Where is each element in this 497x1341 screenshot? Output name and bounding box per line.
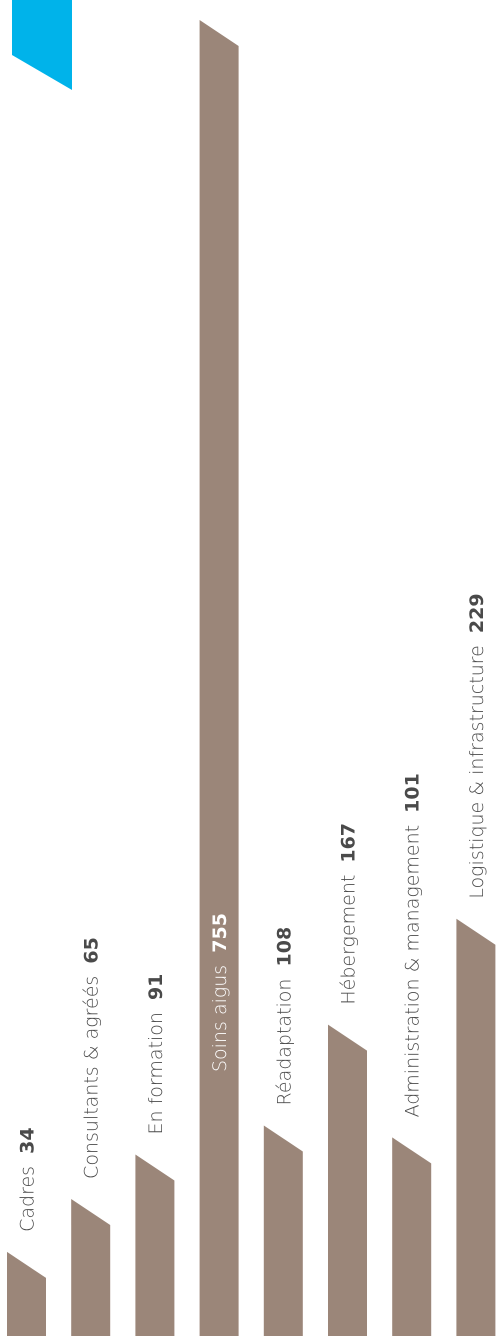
bar-8	[456, 918, 496, 1336]
bar-label-3: En formation 91	[145, 974, 167, 1135]
category-label: Logistique & infrastructure	[466, 639, 488, 899]
category-label: Cadres	[17, 1160, 39, 1232]
bar-6	[328, 1024, 367, 1336]
bar-4	[199, 20, 239, 1336]
bars-group	[7, 20, 496, 1336]
bar-1	[7, 1251, 46, 1336]
bar-label-8: Logistique & infrastructure 229	[466, 593, 488, 898]
value-label: 101	[402, 773, 424, 813]
value-label: 34	[17, 1127, 39, 1153]
bar-5	[263, 1125, 303, 1336]
value-label: 229	[466, 593, 488, 633]
accent-corner-shape	[12, 0, 72, 90]
bar-label-5: Réadaptation 108	[273, 927, 295, 1106]
category-label: En formation	[145, 1006, 167, 1134]
labels-group: Cadres 34 Consultants & agréés 65 En forma…	[17, 593, 488, 1231]
bar-7	[392, 1137, 432, 1336]
value-label: 65	[81, 937, 103, 963]
bar-3	[135, 1154, 175, 1336]
value-label: 167	[338, 823, 360, 863]
bar-label-7: Administration & management 101	[402, 773, 424, 1117]
category-label: Soins aigus	[209, 959, 231, 1072]
bar-label-2: Consultants & agréés 65	[81, 937, 103, 1179]
value-label: 755	[209, 913, 231, 953]
category-label: Réadaptation	[273, 972, 295, 1105]
bar-label-1: Cadres 34	[17, 1127, 39, 1231]
value-label: 91	[145, 974, 167, 1000]
category-label: Consultants & agréés	[81, 970, 103, 1179]
category-label: Administration & management	[402, 819, 424, 1118]
bar-label-6: Hébergement 167	[338, 823, 360, 1005]
bar-label-4: Soins aigus 755	[209, 913, 231, 1072]
bar-2	[71, 1198, 111, 1336]
value-label: 108	[273, 927, 295, 967]
category-label: Hébergement	[338, 869, 360, 1005]
